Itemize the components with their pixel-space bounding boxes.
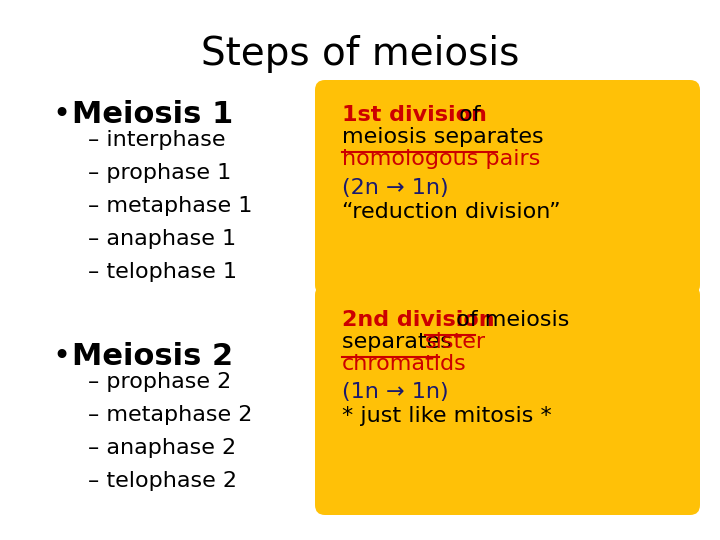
Text: (2n → 1n): (2n → 1n) [342, 178, 449, 198]
Text: separates: separates [342, 332, 459, 352]
Text: Meiosis 1: Meiosis 1 [72, 100, 233, 129]
Text: homologous pairs: homologous pairs [342, 149, 541, 169]
Text: – telophase 1: – telophase 1 [88, 262, 237, 282]
Text: * just like mitosis *: * just like mitosis * [342, 406, 552, 426]
Text: – anaphase 2: – anaphase 2 [88, 438, 236, 458]
Text: of meiosis: of meiosis [449, 310, 570, 330]
Text: – prophase 1: – prophase 1 [88, 163, 231, 183]
Text: 1st division: 1st division [342, 105, 487, 125]
Text: Meiosis 2: Meiosis 2 [72, 342, 233, 371]
Text: – prophase 2: – prophase 2 [88, 372, 231, 392]
Text: meiosis separates: meiosis separates [342, 127, 544, 147]
Text: chromatids: chromatids [342, 354, 467, 374]
Text: (1n → 1n): (1n → 1n) [342, 382, 449, 402]
Text: sister: sister [425, 332, 486, 352]
Text: of: of [452, 105, 481, 125]
Text: Steps of meiosis: Steps of meiosis [201, 35, 519, 73]
Text: •: • [52, 100, 70, 129]
FancyBboxPatch shape [315, 285, 700, 515]
Text: – anaphase 1: – anaphase 1 [88, 229, 236, 249]
Text: – metaphase 1: – metaphase 1 [88, 196, 253, 216]
FancyBboxPatch shape [315, 80, 700, 295]
Text: – metaphase 2: – metaphase 2 [88, 405, 253, 425]
Text: “reduction division”: “reduction division” [342, 202, 561, 222]
Text: – telophase 2: – telophase 2 [88, 471, 237, 491]
Text: 2nd division: 2nd division [342, 310, 495, 330]
Text: •: • [52, 342, 70, 371]
Text: – interphase: – interphase [88, 130, 225, 150]
